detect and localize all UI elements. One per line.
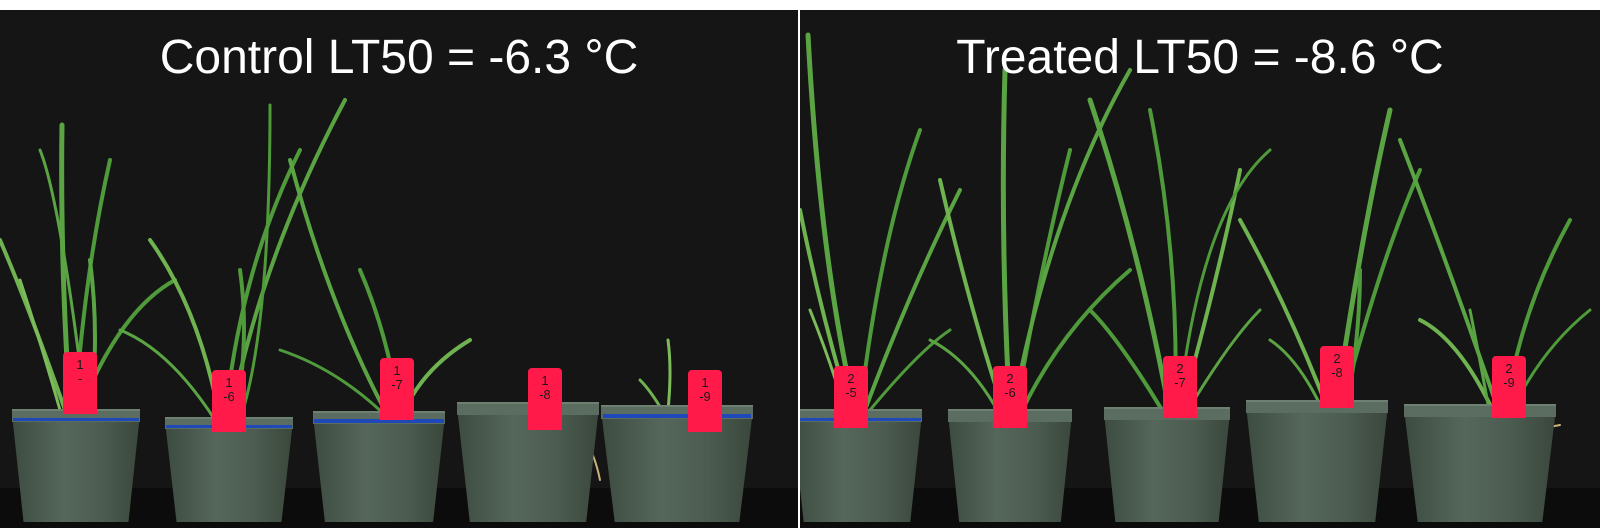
pot-label: 1 -8	[528, 368, 562, 430]
label-line-1: 1	[541, 373, 549, 388]
label-line-2: -9	[699, 389, 711, 404]
pot-label: 2 -5	[834, 366, 868, 428]
grass-blade	[666, 338, 672, 412]
grass-blade	[0, 238, 67, 412]
label-line-2: -9	[1503, 375, 1515, 390]
label-line-2: -8	[1331, 365, 1343, 380]
pot-label: 1 -7	[380, 358, 414, 420]
grass-blade	[1088, 308, 1167, 417]
pot-body	[601, 410, 753, 522]
grass-blade	[288, 158, 392, 422]
grass-blade	[863, 188, 962, 412]
pot-body	[800, 414, 922, 522]
label-line-1: 2	[1006, 371, 1014, 386]
grass-blade	[1087, 97, 1173, 418]
pot-body	[1246, 405, 1388, 522]
grass-blade	[858, 128, 922, 412]
treated-title: Treated LT50 = -8.6 °C	[956, 31, 1444, 84]
label-line-1: 2	[1176, 361, 1184, 376]
label-line-2: -7	[391, 377, 403, 392]
label-line-2: -6	[1004, 385, 1016, 400]
label-line-2: -7	[1174, 375, 1186, 390]
label-line-2: -	[77, 371, 83, 386]
grass-blade	[18, 278, 62, 412]
pot-body	[1104, 412, 1230, 522]
label-line-1: 2	[847, 371, 855, 386]
pot-label: 2 -6	[993, 366, 1027, 428]
grass-blade	[238, 103, 272, 422]
label-line-1: 2	[1505, 361, 1513, 376]
pot-rim	[1246, 399, 1388, 414]
label-line-2: -6	[223, 389, 235, 404]
blue-tape	[602, 414, 752, 418]
grass-blade	[1398, 138, 1502, 417]
label-line-2: -8	[539, 387, 551, 402]
label-line-1: 2	[1333, 351, 1341, 366]
pot	[1246, 392, 1388, 522]
blue-tape	[13, 417, 139, 422]
grass-blade	[1010, 68, 1132, 417]
pot-label: 1 -	[63, 352, 97, 414]
grass-blade	[148, 238, 222, 422]
grass-blade	[1018, 268, 1132, 417]
pot	[313, 404, 445, 522]
pot-label: 2 -9	[1492, 356, 1526, 418]
pot-body	[313, 415, 445, 522]
control-panel: Control LT50 = -6.3 °C 1 - 1 -6 1 -7 1 -…	[0, 10, 798, 528]
pot-label: 1 -6	[212, 370, 246, 432]
pot	[1404, 396, 1556, 522]
pot-body	[1404, 408, 1556, 522]
label-line-1: 1	[76, 357, 84, 372]
pot-rim	[1404, 403, 1556, 417]
label-line-2: -5	[845, 385, 857, 400]
pot	[1104, 400, 1230, 522]
grass-blade	[805, 32, 858, 413]
grass-blade	[1468, 308, 1492, 417]
pot-body	[12, 414, 140, 522]
label-line-1: 1	[393, 363, 401, 378]
treated-panel: Treated LT50 = -8.6 °C 2 -5 2 -6 2 -7 2 …	[800, 10, 1600, 528]
pot-body	[948, 414, 1072, 522]
pot-label: 2 -8	[1320, 346, 1354, 408]
label-line-1: 1	[701, 375, 709, 390]
label-line-1: 1	[225, 375, 233, 390]
grass-blade	[118, 328, 217, 422]
pot	[601, 398, 753, 522]
pot-body	[165, 421, 293, 522]
blue-tape	[314, 419, 444, 423]
pot-label: 1 -9	[688, 370, 722, 432]
grass-blade	[1000, 67, 1013, 418]
grass-blade	[868, 328, 952, 412]
pot-label: 2 -7	[1163, 356, 1197, 418]
grass-blade	[278, 348, 392, 422]
control-title: Control LT50 = -6.3 °C	[159, 31, 639, 84]
pot	[12, 402, 140, 522]
